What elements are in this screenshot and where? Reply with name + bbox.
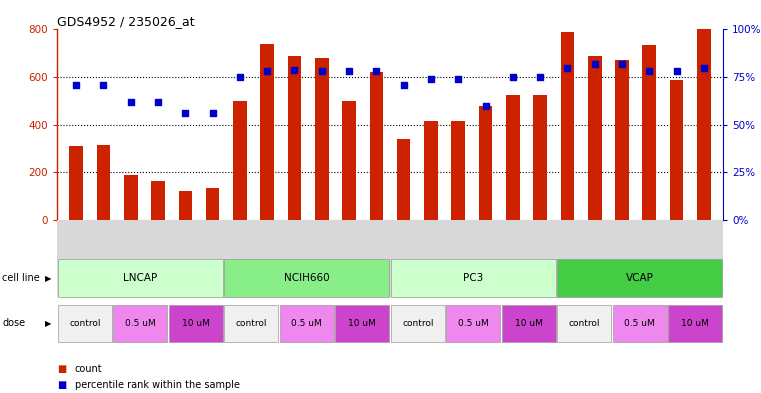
Text: 10 uM: 10 uM — [681, 319, 709, 328]
Point — [152, 99, 164, 105]
Text: percentile rank within the sample: percentile rank within the sample — [75, 380, 240, 390]
Text: VCAP: VCAP — [626, 273, 654, 283]
Bar — [342, 101, 356, 220]
Point — [670, 68, 683, 75]
Bar — [69, 146, 83, 220]
Point — [698, 64, 710, 71]
Point — [316, 68, 328, 75]
Text: 0.5 uM: 0.5 uM — [125, 319, 156, 328]
Text: control: control — [402, 319, 434, 328]
Bar — [615, 61, 629, 220]
Text: cell line: cell line — [2, 273, 40, 283]
Bar — [396, 139, 410, 220]
Text: LNCAP: LNCAP — [123, 273, 158, 283]
Point — [125, 99, 137, 105]
Bar — [205, 188, 219, 220]
Text: ▶: ▶ — [45, 319, 51, 328]
Text: control: control — [568, 319, 600, 328]
Bar — [97, 145, 110, 220]
Text: PC3: PC3 — [463, 273, 483, 283]
Text: control: control — [236, 319, 267, 328]
Text: count: count — [75, 364, 102, 375]
Bar — [288, 56, 301, 220]
Text: NCIH660: NCIH660 — [284, 273, 330, 283]
Bar — [315, 58, 329, 220]
Bar — [260, 44, 274, 220]
Text: dose: dose — [2, 318, 25, 328]
Point — [425, 76, 437, 82]
Bar — [370, 72, 384, 220]
Bar — [587, 56, 601, 220]
Bar — [506, 95, 520, 220]
Text: 10 uM: 10 uM — [514, 319, 543, 328]
Point — [562, 64, 574, 71]
Point — [288, 66, 301, 73]
Bar — [670, 79, 683, 220]
Point — [643, 68, 655, 75]
Text: ▶: ▶ — [45, 274, 51, 283]
Text: 10 uM: 10 uM — [349, 319, 376, 328]
Text: 0.5 uM: 0.5 uM — [624, 319, 655, 328]
Point — [452, 76, 464, 82]
Bar — [179, 191, 193, 220]
Bar — [424, 121, 438, 220]
Bar — [561, 32, 575, 220]
Point — [97, 82, 110, 88]
Point — [343, 68, 355, 75]
Text: 10 uM: 10 uM — [182, 319, 210, 328]
Point — [588, 61, 600, 67]
Text: GDS4952 / 235026_at: GDS4952 / 235026_at — [57, 15, 195, 28]
Bar — [451, 121, 465, 220]
Point — [371, 68, 383, 75]
Bar — [479, 106, 492, 220]
Point — [397, 82, 409, 88]
Bar — [124, 175, 138, 220]
Point — [261, 68, 273, 75]
Point — [479, 103, 492, 109]
Text: ■: ■ — [57, 380, 66, 390]
Point — [534, 74, 546, 80]
Point — [234, 74, 246, 80]
Bar — [642, 45, 656, 220]
Point — [507, 74, 519, 80]
Bar — [151, 181, 165, 220]
Text: 0.5 uM: 0.5 uM — [458, 319, 489, 328]
Bar — [533, 95, 547, 220]
Point — [70, 82, 82, 88]
Point — [616, 61, 628, 67]
Bar — [697, 29, 711, 220]
Point — [206, 110, 218, 116]
Text: control: control — [69, 319, 100, 328]
Point — [180, 110, 192, 116]
Text: ■: ■ — [57, 364, 66, 375]
Bar — [233, 101, 247, 220]
Text: 0.5 uM: 0.5 uM — [291, 319, 322, 328]
